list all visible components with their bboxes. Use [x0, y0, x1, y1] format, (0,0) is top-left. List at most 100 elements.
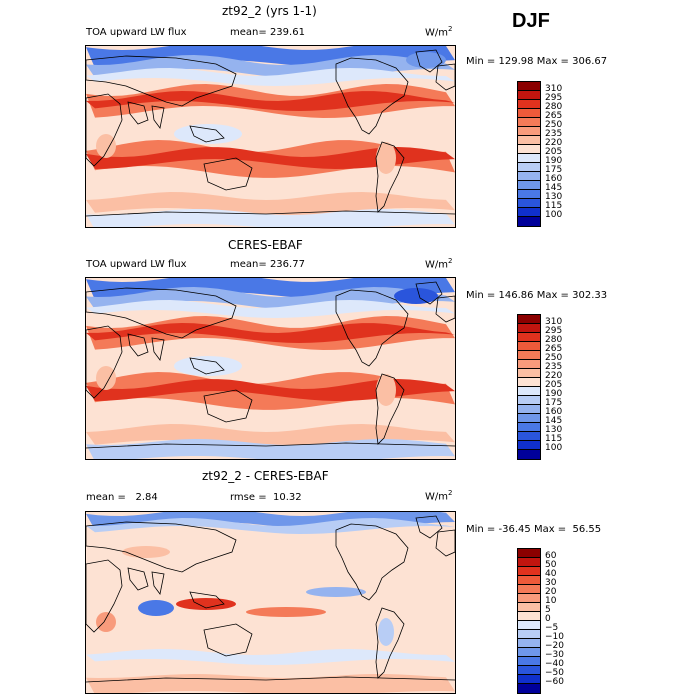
colorbar-swatch — [518, 594, 540, 603]
southern-ocean-mixed — [86, 649, 455, 665]
colorbar-swatch — [518, 190, 540, 199]
colorbar-tick-label: 130 — [545, 425, 563, 435]
pacific-negative — [306, 587, 366, 597]
colorbar-tick-label: 100 — [545, 210, 563, 220]
panel3-mean: mean = 2.84 — [86, 492, 158, 503]
colorbar-tick-label: 190 — [545, 156, 563, 166]
africa-convection — [96, 366, 116, 390]
colorbar-tick-label: 100 — [545, 443, 563, 453]
colorbar-tick-label: 295 — [545, 93, 563, 103]
colorbar-swatch — [518, 414, 540, 423]
coastlines — [86, 515, 455, 683]
coastlines — [86, 281, 455, 449]
amazon-convection — [376, 142, 396, 174]
panel3-minmax: Min = -36.45 Max = 56.55 — [466, 524, 602, 535]
colorbar-swatch — [518, 567, 540, 576]
panel1-variable-label: TOA upward LW flux — [86, 27, 187, 38]
colorbar-swatch — [518, 181, 540, 190]
panel2-variable-label: TOA upward LW flux — [86, 259, 187, 270]
colorbar-swatch — [518, 360, 540, 369]
midlat-band — [86, 68, 455, 86]
nh-subtropic-core — [86, 323, 455, 343]
amazon-negative — [378, 618, 394, 646]
colorbar-tick-label: −5 — [545, 623, 559, 633]
colorbar-tick-label: 0 — [545, 614, 551, 624]
greenland-cold — [406, 52, 446, 68]
colorbar-swatch — [518, 387, 540, 396]
colorbar-tick-label: 235 — [545, 129, 563, 139]
colorbar-tick-label: 115 — [545, 201, 563, 211]
indian-ocean-negative — [138, 600, 174, 616]
colorbar-tick-label: 175 — [545, 398, 563, 408]
panel1-units: W/m2 — [425, 25, 453, 39]
panel3-map — [85, 511, 456, 694]
greenland-cold — [394, 288, 438, 304]
panel1-mean: mean= 239.61 — [230, 27, 305, 38]
colorbar-swatch — [518, 333, 540, 342]
warm-pool-convection — [174, 124, 242, 144]
colorbar-tick-label: 60 — [545, 551, 557, 561]
colorbar-tick-label: 160 — [545, 407, 563, 417]
colorbar-swatch — [518, 118, 540, 127]
panel1-minmax: Min = 129.98 Max = 306.67 — [466, 56, 608, 67]
colorbar-swatch — [518, 630, 540, 639]
antarctic-positive-band — [86, 674, 455, 693]
colorbar-tick-label: 30 — [545, 578, 557, 588]
colorbar-swatch — [518, 217, 540, 226]
colorbar-tick-label: 130 — [545, 192, 563, 202]
colorbar-swatch — [518, 324, 540, 333]
colorbar-swatch — [518, 109, 540, 118]
colorbar-tick-label: −50 — [545, 668, 564, 678]
panel2-colorbar — [517, 314, 541, 460]
colorbar-tick-label: 160 — [545, 174, 563, 184]
africa-positive — [96, 612, 116, 632]
colorbar-tick-label: 235 — [545, 362, 563, 372]
colorbar-swatch — [518, 441, 540, 450]
colorbar-swatch — [518, 342, 540, 351]
colorbar-tick-label: 5 — [545, 605, 551, 615]
colorbar-tick-label: 280 — [545, 335, 563, 345]
panel1-map — [85, 45, 456, 228]
colorbar-swatch — [518, 91, 540, 100]
season-label: DJF — [512, 10, 550, 32]
colorbar-swatch — [518, 100, 540, 109]
midlat-band — [86, 300, 455, 318]
colorbar-tick-label: 40 — [545, 569, 557, 579]
panel1-title: zt92_2 (yrs 1-1) — [222, 4, 317, 18]
colorbar-swatch — [518, 657, 540, 666]
colorbar-swatch — [518, 675, 540, 684]
colorbar-swatch — [518, 405, 540, 414]
colorbar-swatch — [518, 432, 540, 441]
colorbar-tick-label: −40 — [545, 659, 564, 669]
panel2-units: W/m2 — [425, 257, 453, 271]
colorbar-swatch — [518, 621, 540, 630]
colorbar-tick-label: −10 — [545, 632, 564, 642]
colorbar-swatch — [518, 378, 540, 387]
colorbar-swatch — [518, 396, 540, 405]
colorbar-swatch — [518, 127, 540, 136]
colorbar-tick-label: 115 — [545, 434, 563, 444]
colorbar-tick-label: 10 — [545, 596, 557, 606]
colorbar-tick-label: 205 — [545, 380, 563, 390]
colorbar-swatch — [518, 369, 540, 378]
nh-subtropic-core — [86, 91, 455, 111]
colorbar-swatch — [518, 576, 540, 585]
colorbar-tick-label: 145 — [545, 416, 563, 426]
panel3-units: W/m2 — [425, 489, 453, 503]
colorbar-swatch — [518, 351, 540, 360]
colorbar-tick-label: 250 — [545, 120, 563, 130]
colorbar-swatch — [518, 154, 540, 163]
amazon-convection — [376, 374, 396, 406]
panel2-map-field — [86, 278, 455, 459]
colorbar-swatch — [518, 172, 540, 181]
colorbar-swatch — [518, 684, 540, 693]
colorbar-tick-label: 205 — [545, 147, 563, 157]
colorbar-tick-label: 220 — [545, 371, 563, 381]
africa-convection — [96, 134, 116, 158]
coastlines — [86, 49, 455, 217]
colorbar-swatch — [518, 208, 540, 217]
panel3-title: zt92_2 - CERES-EBAF — [202, 469, 329, 483]
panel2-mean: mean= 236.77 — [230, 259, 305, 270]
antarctic-band — [86, 209, 455, 227]
colorbar-tick-label: 280 — [545, 102, 563, 112]
